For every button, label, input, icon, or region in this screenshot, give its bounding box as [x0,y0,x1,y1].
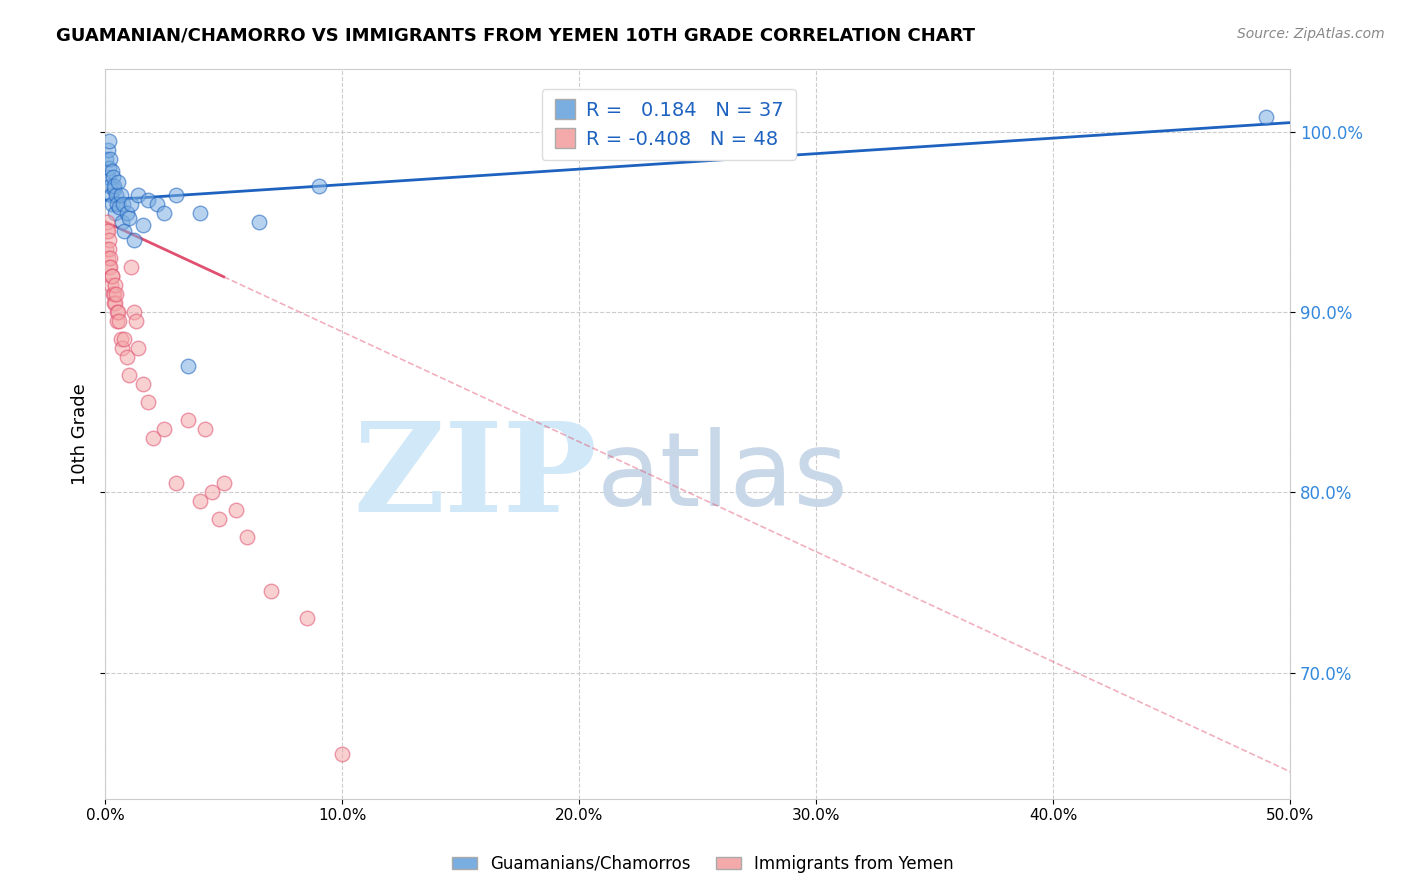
Point [201,485,224,500]
Point [153,206,176,220]
Point [236,530,259,544]
Text: ZIP: ZIP [353,417,598,538]
Point [107,175,129,189]
Point [110,187,132,202]
Point [96,224,118,238]
Point [112,224,135,238]
Text: Source: ZipAtlas.com: Source: ZipAtlas.com [1237,27,1385,41]
Point [100,277,122,292]
Point [98,178,121,193]
Point [100,187,122,202]
Point [330,747,353,761]
Point [1256,110,1278,124]
Point [96,215,118,229]
Point [101,164,124,178]
Point [105,196,128,211]
Point [100,260,122,274]
Point [295,611,318,625]
Point [110,332,132,346]
Point [260,584,283,599]
Point [127,341,149,355]
Point [188,494,211,508]
Point [165,476,187,491]
Point [153,422,176,436]
Point [101,268,124,283]
Point [212,476,235,491]
Point [165,187,187,202]
Point [112,332,135,346]
Point [111,196,134,211]
Point [118,211,141,226]
Point [101,196,124,211]
Point [111,341,134,355]
Point [194,422,217,436]
Point [105,314,128,328]
Point [97,169,120,184]
Point [97,143,120,157]
Point [136,395,159,409]
Point [132,377,155,392]
Point [97,233,120,247]
Legend: Guamanians/Chamorros, Immigrants from Yemen: Guamanians/Chamorros, Immigrants from Ye… [446,848,960,880]
Point [103,286,125,301]
Point [108,314,131,328]
Point [104,187,127,202]
Point [100,152,122,166]
Point [120,260,142,274]
Point [105,305,128,319]
Point [98,251,121,265]
Point [111,215,134,229]
Point [103,178,125,193]
Point [96,152,118,166]
Point [104,296,127,310]
Point [308,178,330,193]
Point [107,305,129,319]
Point [97,251,120,265]
Legend: R =   0.184   N = 37, R = -0.408   N = 48: R = 0.184 N = 37, R = -0.408 N = 48 [541,89,796,161]
Point [115,350,138,364]
Text: GUAMANIAN/CHAMORRO VS IMMIGRANTS FROM YEMEN 10TH GRADE CORRELATION CHART: GUAMANIAN/CHAMORRO VS IMMIGRANTS FROM YE… [56,27,976,45]
Point [101,286,124,301]
Point [120,196,142,211]
Point [104,206,127,220]
Point [188,206,211,220]
Point [101,169,124,184]
Point [103,296,125,310]
Point [98,242,121,256]
Point [104,286,127,301]
Point [247,215,270,229]
Point [132,219,155,233]
Point [146,196,169,211]
Text: atlas: atlas [598,427,849,528]
Point [97,134,120,148]
Point [127,187,149,202]
Point [122,233,145,247]
Point [142,431,165,445]
Point [98,260,121,274]
Point [225,503,247,517]
Point [177,413,200,427]
Point [101,268,124,283]
Point [208,512,231,526]
Point [115,206,138,220]
Point [177,359,200,373]
Point [103,182,125,196]
Point [108,200,131,214]
Point [98,161,121,175]
Point [125,314,148,328]
Point [122,305,145,319]
Point [136,193,159,207]
Y-axis label: 10th Grade: 10th Grade [72,383,89,484]
Point [104,277,127,292]
Point [118,368,141,382]
Point [97,224,120,238]
Point [96,242,118,256]
